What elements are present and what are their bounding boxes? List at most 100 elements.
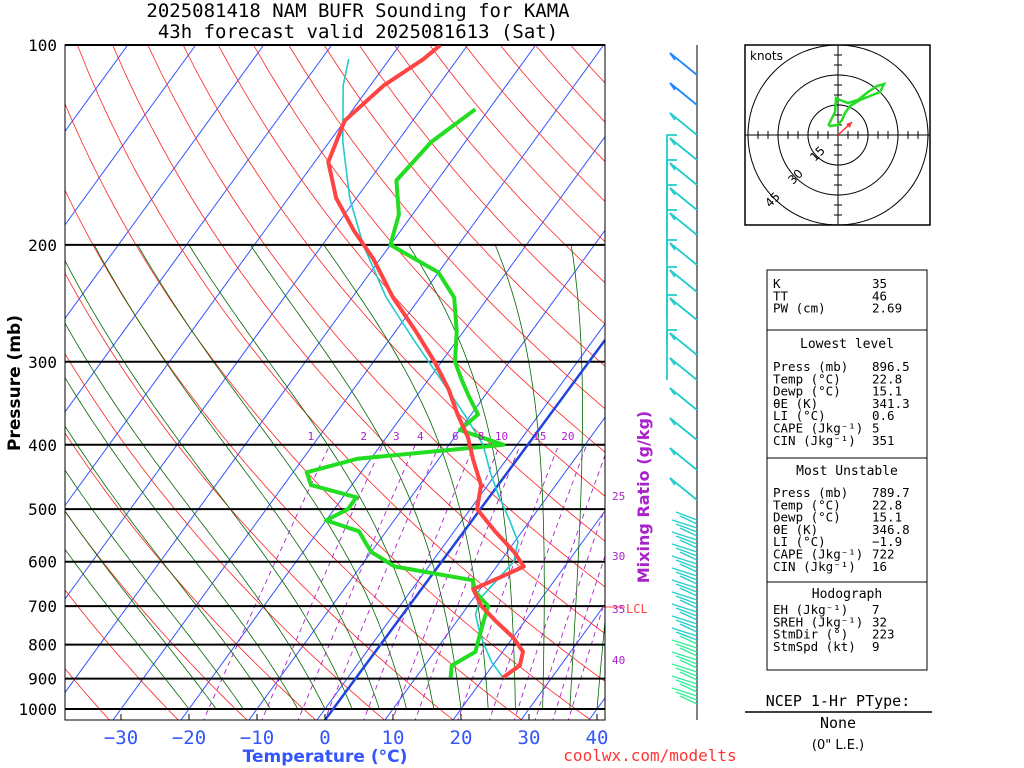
dry-adiabat-line [65, 432, 317, 720]
index-value: 789.7 [872, 485, 910, 500]
pressure-tick-label: 200 [28, 236, 57, 255]
pressure-tick-label: 100 [28, 36, 57, 55]
dry-adiabat-line [429, 45, 605, 243]
wind-barb [679, 659, 698, 669]
index-value: 722 [872, 547, 895, 562]
index-label: Press (mb) [773, 359, 848, 374]
index-section-title: Lowest level [800, 337, 894, 352]
dry-adiabat-line [147, 45, 605, 588]
wind-barb [669, 357, 698, 381]
index-label: PW (cm) [773, 301, 826, 316]
chart-title: 2025081418 NAM BUFR Sounding for KAMA [146, 0, 570, 22]
wind-barb [675, 619, 698, 629]
isotherm-line [248, 229, 605, 720]
mixing-ratio-tick-label: 15 [533, 430, 546, 443]
mixing-ratio-line [203, 444, 331, 720]
isotherm-line [65, 45, 197, 226]
index-label: Press (mb) [773, 485, 848, 500]
ptype-title: NCEP 1-Hr PType: [766, 692, 911, 710]
chart-subtitle: 43h forecast valid 2025081613 (Sat) [158, 21, 558, 43]
wind-barb [679, 671, 698, 681]
dry-adiabat-line [65, 102, 592, 720]
isotherm-line [65, 45, 265, 320]
wind-barb [679, 599, 698, 609]
mixing-ratio-line [552, 554, 605, 720]
wind-barb [675, 679, 698, 689]
pressure-tick-label: 900 [28, 670, 57, 689]
index-value: 46 [872, 288, 887, 303]
pressure-tick-label: 800 [28, 636, 57, 655]
parcel-path [323, 339, 605, 720]
index-value: 341.3 [872, 396, 910, 411]
wind-barb [671, 651, 698, 661]
mixing-ratio-line [489, 444, 588, 720]
pressure-tick-label: 1000 [18, 700, 57, 719]
index-label: Dewp (°C) [773, 384, 841, 399]
wind-barb [669, 187, 698, 211]
wind-barb [669, 52, 698, 76]
dry-adiabat-line [65, 272, 454, 720]
wind-barb [669, 242, 698, 266]
wind-barb [679, 623, 698, 633]
mixing-ratio-line [261, 444, 384, 720]
index-value: 16 [872, 559, 887, 574]
index-section-title: Most Unstable [796, 464, 898, 479]
isotherm-line [452, 510, 605, 720]
mixing-ratio-line [324, 444, 440, 720]
plot-frame [64, 44, 606, 721]
isotherm-line [65, 45, 333, 413]
wind-barb [679, 563, 698, 573]
hodograph-trace [827, 82, 887, 128]
wind-barb [669, 417, 698, 441]
wind-barb [679, 611, 698, 621]
dry-adiabat-line [923, 45, 1024, 723]
wind-barb [675, 607, 698, 617]
dry-adiabat-line [993, 45, 1024, 723]
wind-barb [669, 137, 698, 161]
mixing-ratio-tick-label: 8 [478, 430, 485, 443]
wind-barb [671, 591, 698, 601]
index-value: 2.69 [872, 301, 902, 316]
mixing-ratio-line [513, 454, 605, 720]
wind-barb [675, 583, 698, 593]
index-label: Dewp (°C) [773, 510, 841, 525]
wind-barb [679, 647, 698, 657]
wind-barb [675, 535, 698, 545]
temp-tick-label: 20 [450, 727, 473, 749]
mixing-ratio-line [414, 444, 521, 720]
temp-tick-label: −10 [240, 727, 274, 749]
dry-adiabat-line [253, 45, 605, 453]
wind-barb [679, 683, 698, 693]
hodograph-units: knots [750, 49, 783, 63]
footer-site: coolwx.com/modelts [563, 746, 736, 765]
wind-barb [671, 627, 698, 637]
wind-barb [669, 447, 698, 471]
dry-adiabat-line [65, 589, 179, 720]
index-value: −1.9 [872, 534, 902, 549]
wind-barb [679, 527, 698, 537]
wind-barb [671, 543, 698, 553]
wind-barb [669, 332, 698, 356]
dry-adiabat-line [65, 510, 248, 720]
mixing-ratio-tick-label: 20 [561, 430, 574, 443]
index-label: CAPE (Jkg⁻¹) [773, 421, 863, 436]
index-value: 5 [872, 421, 880, 436]
pressure-tick-label: 300 [28, 353, 57, 372]
index-value: 0.6 [872, 408, 895, 423]
dry-adiabat-line [182, 45, 605, 542]
index-label: LI (°C) [773, 534, 826, 549]
wind-barb [671, 555, 698, 565]
wind-barbs [666, 52, 698, 705]
mixing-ratio-tick-label: 2 [360, 430, 367, 443]
wind-barb [675, 559, 698, 569]
mixing-ratio-tick-label: 6 [452, 430, 459, 443]
index-label: CIN (Jkg⁻¹) [773, 559, 856, 574]
wind-barb [671, 531, 698, 541]
index-label: CIN (Jkg⁻¹) [773, 433, 856, 448]
temp-tick-label: 40 [586, 727, 609, 749]
ptype-box: NCEP 1-Hr PType: None (0" L.E.) [745, 692, 932, 753]
wind-barb [671, 579, 698, 589]
dewpoint-trace [304, 107, 506, 678]
temp-tick-label: 10 [382, 727, 405, 749]
wind-barb [675, 667, 698, 677]
